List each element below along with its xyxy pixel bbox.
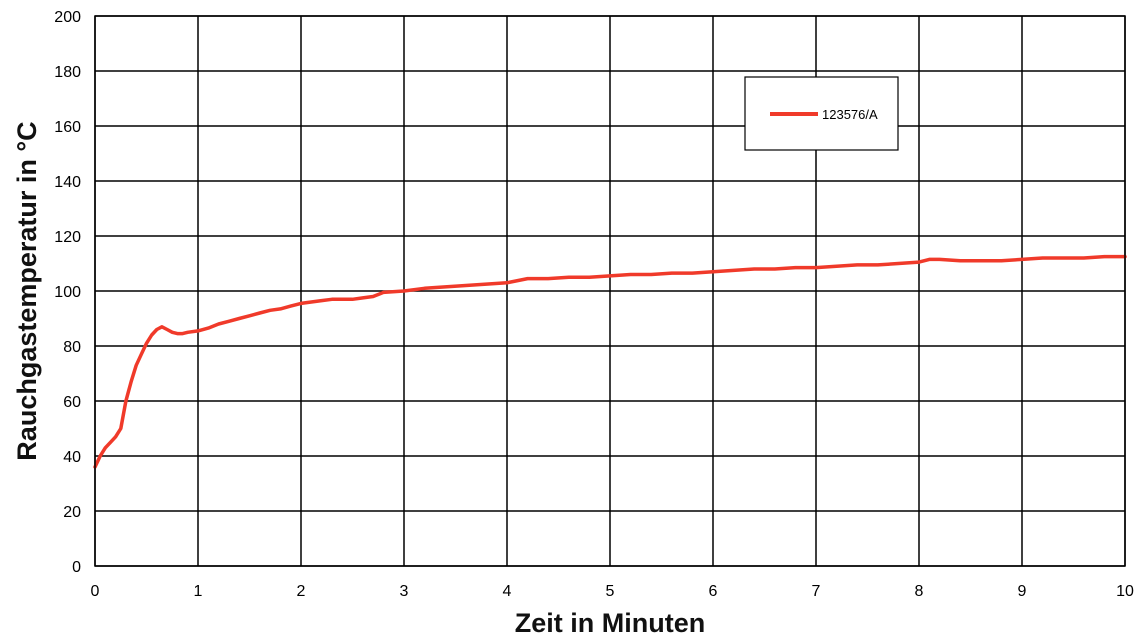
x-tick-label: 6 bbox=[709, 583, 718, 600]
plot-area-border bbox=[94, 15, 1126, 567]
x-tick-label: 7 bbox=[812, 583, 821, 600]
y-tick-label: 80 bbox=[63, 339, 81, 356]
y-tick-labels: 0 20 40 60 80 100 120 140 160 180 200 bbox=[54, 9, 81, 576]
series-lines bbox=[93, 254, 1127, 469]
y-tick-label: 180 bbox=[54, 64, 81, 81]
series-line bbox=[93, 254, 1127, 469]
y-tick-label: 40 bbox=[63, 449, 81, 466]
x-tick-labels: 0 1 2 3 4 5 6 7 8 9 10 bbox=[91, 583, 1134, 600]
x-tick-label: 10 bbox=[1116, 583, 1134, 600]
y-axis-title: Rauchgastemperatur in °C bbox=[12, 121, 42, 460]
x-tick-label: 8 bbox=[915, 583, 924, 600]
y-tick-label: 200 bbox=[54, 9, 81, 26]
x-tick-label: 2 bbox=[297, 583, 306, 600]
y-tick-label: 100 bbox=[54, 284, 81, 301]
x-axis-title: Zeit in Minuten bbox=[515, 608, 705, 638]
y-tick-label: 0 bbox=[72, 559, 81, 576]
y-tick-label: 60 bbox=[63, 394, 81, 411]
x-tick-label: 9 bbox=[1018, 583, 1027, 600]
y-tick-label: 20 bbox=[63, 504, 81, 521]
y-tick-label: 160 bbox=[54, 119, 81, 136]
legend-box bbox=[744, 76, 899, 151]
legend-label: 123576/A bbox=[822, 107, 878, 122]
x-tick-label: 3 bbox=[400, 583, 409, 600]
y-tick-label: 120 bbox=[54, 229, 81, 246]
legend: 123576/A bbox=[744, 76, 899, 151]
x-tick-label: 4 bbox=[503, 583, 512, 600]
x-tick-label: 5 bbox=[606, 583, 615, 600]
y-tick-label: 140 bbox=[54, 174, 81, 191]
x-tick-label: 1 bbox=[194, 583, 203, 600]
x-tick-label: 0 bbox=[91, 583, 100, 600]
